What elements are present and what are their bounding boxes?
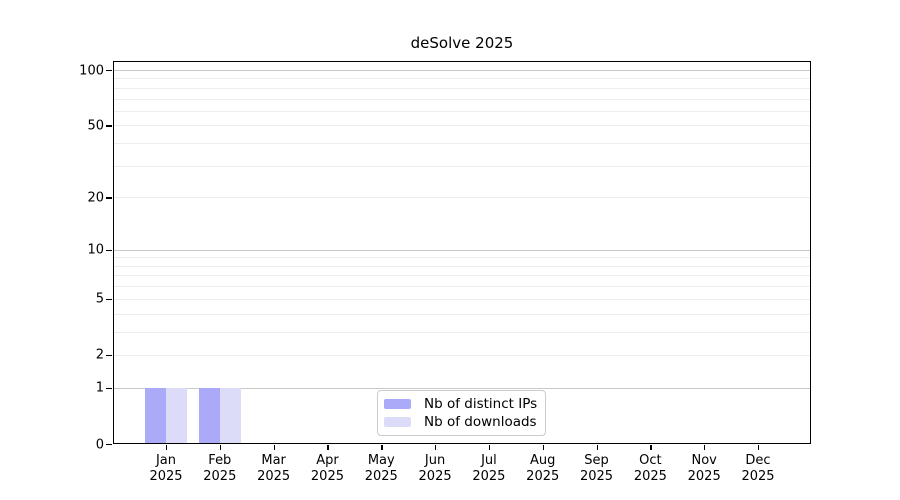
major-gridline xyxy=(113,387,811,389)
minor-gridline xyxy=(113,87,811,89)
plot-frame xyxy=(113,61,811,444)
minor-gridline xyxy=(113,143,811,145)
x-tick-mark xyxy=(758,445,760,450)
x-tick-mark xyxy=(542,445,545,450)
legend: Nb of distinct IPs Nb of downloads xyxy=(377,390,546,436)
minor-gridline xyxy=(113,110,811,112)
y-tick-mark xyxy=(106,387,112,390)
major-gridline xyxy=(113,70,811,71)
minor-gridline xyxy=(113,286,811,288)
x-tick-label: Oct 2025 xyxy=(633,453,667,484)
y-tick-label: 1 xyxy=(95,380,104,396)
y-tick-label: 100 xyxy=(79,63,104,78)
minor-gridline xyxy=(113,197,811,199)
y-tick-label: 10 xyxy=(87,242,104,258)
minor-gridline xyxy=(113,257,811,259)
y-tick-label: 20 xyxy=(87,190,104,206)
x-tick-label: Jul 2025 xyxy=(472,453,506,484)
y-tick-mark xyxy=(106,354,112,357)
bar-distinct-ips xyxy=(198,387,220,444)
y-tick-mark xyxy=(106,70,112,72)
bar-downloads xyxy=(219,387,241,444)
bar-distinct-ips xyxy=(145,387,166,444)
x-tick-label: Sep 2025 xyxy=(579,453,614,484)
legend-label-downloads: Nb of downloads xyxy=(424,414,537,430)
x-tick-mark xyxy=(273,445,275,450)
bar-downloads xyxy=(166,387,187,444)
major-gridline xyxy=(113,249,811,251)
minor-gridline xyxy=(113,165,811,167)
y-tick-mark xyxy=(106,197,112,199)
x-tick-mark xyxy=(488,445,491,450)
x-tick-label: Jun 2025 xyxy=(418,453,452,484)
legend-item-distinct-ips: Nb of distinct IPs xyxy=(384,395,539,413)
minor-gridline xyxy=(113,265,811,267)
x-tick-mark xyxy=(381,445,383,450)
minor-gridline xyxy=(113,275,811,277)
y-tick-label: 0 xyxy=(95,437,104,452)
minor-gridline xyxy=(113,298,811,300)
minor-gridline xyxy=(113,354,811,356)
legend-swatch-distinct-ips xyxy=(384,399,411,409)
minor-gridline xyxy=(113,125,811,127)
legend-item-downloads: Nb of downloads xyxy=(384,413,539,431)
y-tick-mark xyxy=(106,444,112,446)
x-tick-mark xyxy=(650,445,652,450)
y-tick-mark xyxy=(106,125,112,127)
x-tick-label: Apr 2025 xyxy=(310,453,344,484)
x-tick-mark xyxy=(435,445,437,450)
chart-title: deSolve 2025 xyxy=(410,34,514,52)
x-tick-label: Feb 2025 xyxy=(203,453,237,484)
x-tick-label: Mar 2025 xyxy=(257,453,291,484)
x-tick-label: Dec 2025 xyxy=(741,453,775,484)
minor-gridline xyxy=(113,78,811,80)
y-tick-mark xyxy=(106,249,112,251)
x-tick-mark xyxy=(596,445,598,450)
y-tick-label: 50 xyxy=(87,118,104,134)
x-tick-mark xyxy=(704,445,706,450)
minor-gridline xyxy=(113,98,811,100)
x-tick-label: May 2025 xyxy=(364,453,398,484)
x-tick-mark xyxy=(219,445,222,450)
x-tick-mark xyxy=(166,445,168,450)
y-tick-label: 2 xyxy=(95,347,104,363)
minor-gridline xyxy=(113,313,811,315)
x-tick-label: Nov 2025 xyxy=(687,453,721,484)
x-tick-label: Aug 2025 xyxy=(526,453,560,484)
y-tick-label: 5 xyxy=(95,291,104,307)
legend-label-distinct-ips: Nb of distinct IPs xyxy=(424,396,538,412)
y-tick-mark xyxy=(106,298,112,301)
legend-swatch-downloads xyxy=(384,417,411,427)
x-tick-label: Jan 2025 xyxy=(149,453,183,484)
minor-gridline xyxy=(113,331,811,333)
x-tick-mark xyxy=(327,445,329,450)
